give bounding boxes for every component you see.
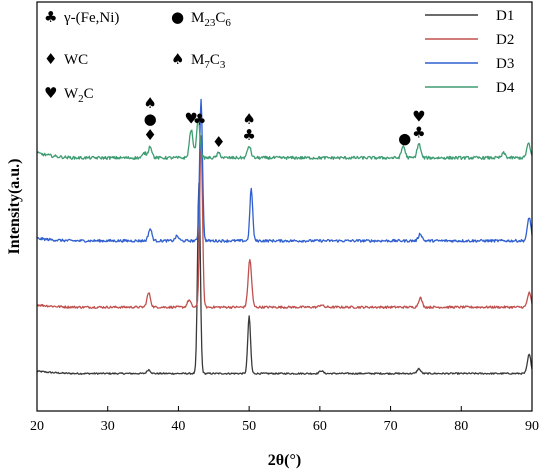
phase-legend-label: WC	[64, 52, 88, 68]
phase-legend: ♣ γ-(Fe,Ni) ● M23C6 ♦ WC ♠ M7C3 ♥ W2C	[44, 8, 231, 105]
y-axis-title: Intensity(a.u.)	[6, 158, 23, 254]
x-tick-label: 50	[242, 419, 256, 434]
phase-legend-label: M7C3	[191, 52, 226, 71]
peak-marker: ♣	[412, 124, 425, 142]
peak-marker: ♦	[212, 133, 225, 151]
phase-legend-label: W2C	[64, 86, 94, 105]
legend-label-d1: D1	[496, 8, 514, 24]
series-line-d3	[36, 98, 533, 243]
x-axis-title: 2θ(°)	[268, 452, 301, 469]
phase-legend-symbol: ●	[171, 8, 184, 26]
legend-label-d4: D4	[496, 80, 515, 96]
phase-legend-symbol: ♠	[171, 50, 184, 68]
series-layer	[36, 98, 533, 375]
phase-legend-symbol: ♦	[44, 50, 57, 68]
series-line-d1	[36, 182, 533, 375]
phase-legend-label: γ-(Fe,Ni)	[63, 10, 119, 26]
x-axis: 20 30 40 50 60 70 80 90	[30, 406, 539, 434]
x-tick-label: 90	[525, 419, 539, 434]
x-tick-label: 40	[171, 419, 185, 434]
peak-marker: ♠	[242, 110, 255, 128]
peak-marker: ♣	[193, 110, 206, 128]
peak-marker: ♣	[242, 126, 255, 144]
x-tick-label: 60	[313, 419, 327, 434]
legend-label-d3: D3	[496, 56, 514, 72]
phase-legend-symbol: ♣	[44, 8, 57, 26]
peak-marker: ♥	[412, 108, 425, 126]
peak-marker: ♦	[143, 126, 156, 144]
series-legend: D1 D2 D3 D4	[425, 8, 515, 96]
x-tick-label: 20	[30, 419, 44, 434]
phase-legend-label: M23C6	[191, 10, 231, 29]
peak-marker: ●	[144, 110, 157, 128]
legend-label-d2: D2	[496, 32, 514, 48]
peak-marker: ♠	[143, 94, 156, 112]
x-tick-label: 70	[384, 419, 398, 434]
x-tick-label: 30	[101, 419, 115, 434]
peak-markers: ♠●♦♥♣♦♠♣ ●♥♣	[143, 94, 425, 151]
series-line-d4	[36, 120, 533, 161]
peak-marker: ♥	[184, 109, 197, 127]
phase-legend-symbol: ♥	[44, 84, 57, 102]
series-line-d2	[36, 135, 533, 309]
x-tick-label: 80	[454, 419, 468, 434]
plot-frame	[36, 1, 533, 412]
peak-marker: ●	[398, 129, 411, 147]
